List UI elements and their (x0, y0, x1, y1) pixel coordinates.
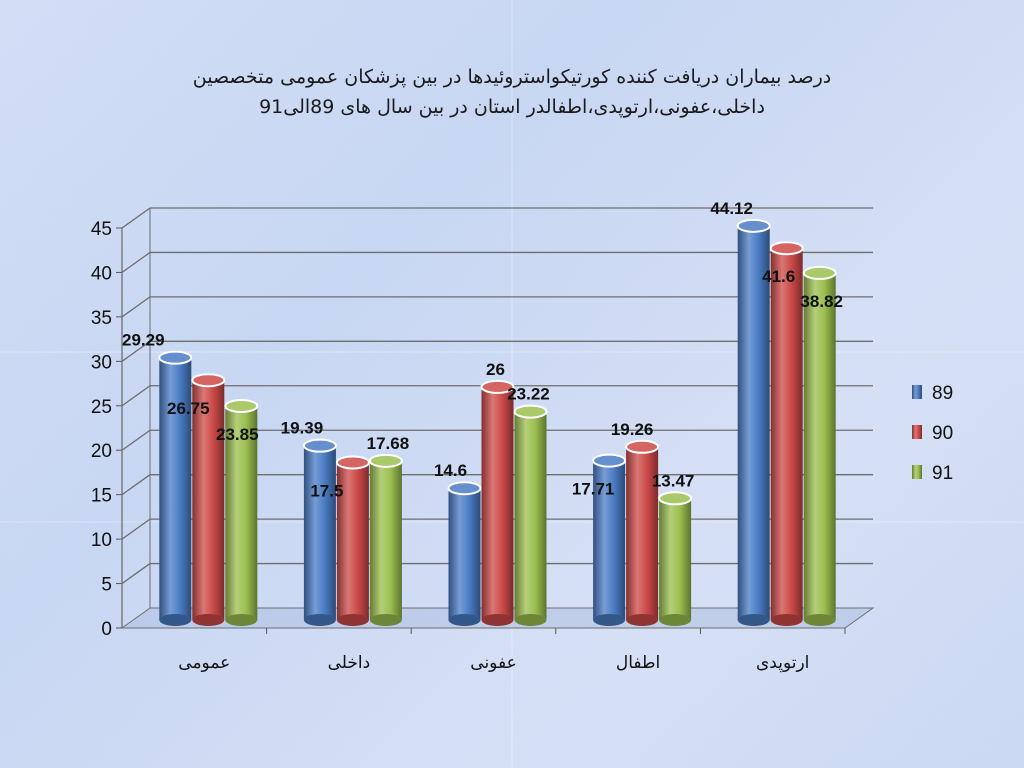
gridline-diagonal (121, 207, 151, 229)
gridline-diagonal (121, 296, 151, 318)
bar-91-0 (225, 406, 258, 620)
bar-top (480, 379, 515, 394)
bar-top (368, 453, 403, 468)
bar-91-1 (369, 460, 402, 620)
bar-90-1 (336, 462, 369, 620)
legend-swatch-91 (912, 465, 922, 479)
category-label: اطفال (616, 653, 660, 673)
bar-top (769, 241, 804, 256)
bar-89-2 (448, 488, 481, 620)
bar-base (514, 614, 547, 626)
gridline-diagonal (121, 251, 151, 273)
data-label: 13.47 (652, 471, 695, 490)
bar-90-2 (481, 386, 514, 620)
data-label: 23.85 (216, 425, 259, 444)
legend-label: 91 (932, 463, 953, 484)
bar-89-3 (593, 460, 626, 620)
chart-title: درصد بیماران دریافت کننده کورتیکواستروئی… (100, 62, 924, 122)
bar-base (626, 614, 659, 626)
bar-base (593, 614, 626, 626)
data-label: 23.22 (507, 385, 550, 404)
gridline-diagonal (121, 563, 151, 585)
category-label: عمومی (178, 653, 230, 673)
gridline-diagonal (121, 340, 151, 362)
legend-swatch-89 (912, 385, 922, 399)
gridline-diagonal (121, 518, 151, 540)
gridline-diagonal (121, 474, 151, 496)
bar-base (303, 614, 336, 626)
category-label: داخلی (328, 653, 371, 673)
y-tick-label: 10 (91, 530, 112, 551)
bar-top (802, 265, 837, 280)
data-label: 17.68 (367, 434, 410, 453)
bar-top (224, 399, 259, 413)
y-tick-label: 0 (101, 619, 112, 640)
category-label: ارتوپدی (756, 653, 809, 673)
bar-top (191, 373, 226, 388)
bar-89-1 (303, 445, 336, 620)
data-label: 29.29 (122, 331, 165, 350)
bar-base (448, 614, 481, 626)
y-tick-label: 25 (91, 397, 112, 418)
y-tick-label: 45 (91, 219, 112, 240)
y-tick-label: 5 (101, 575, 112, 596)
y-tick-label: 20 (91, 441, 112, 462)
gridline-diagonal (121, 385, 151, 407)
data-label: 19.39 (281, 419, 324, 438)
y-tick-label: 35 (91, 308, 112, 329)
bar-90-3 (626, 446, 659, 620)
legend-label: 90 (932, 423, 953, 444)
data-label: 41.6 (762, 267, 795, 286)
bar-91-3 (659, 498, 692, 620)
data-label: 44.12 (710, 199, 753, 218)
data-label: 14.6 (434, 461, 467, 480)
bar-90-4 (770, 248, 803, 620)
bar-base (192, 614, 225, 626)
data-label: 26 (486, 360, 505, 379)
bar-90-0 (192, 380, 225, 620)
legend-label: 89 (932, 383, 953, 404)
data-label: 38.82 (800, 292, 843, 311)
gridline-diagonal (121, 429, 151, 451)
bar-base (770, 614, 803, 626)
bar-89-0 (159, 357, 192, 620)
legend-swatch-90 (912, 425, 922, 439)
data-label: 26.75 (167, 399, 210, 418)
data-label: 17.71 (572, 480, 615, 499)
y-tick-label: 15 (91, 486, 112, 507)
data-label: 19.26 (611, 420, 654, 439)
bar-top (513, 404, 548, 419)
data-label: 17.5 (310, 481, 343, 500)
bar-base (659, 614, 692, 626)
bar-top (736, 218, 771, 233)
bar-top (447, 481, 482, 496)
bar-top (658, 491, 693, 506)
category-label: عفونی (470, 653, 516, 673)
bar-base (159, 614, 192, 626)
bar-top (625, 439, 660, 454)
chart-title-line-2: داخلی،عفونی،ارتوپدی،اطفالدر استان در بین… (259, 96, 765, 118)
bar-top (335, 455, 370, 470)
bar-base (336, 614, 369, 626)
y-tick-label: 40 (91, 263, 112, 284)
bar-91-2 (514, 411, 547, 620)
bar-base (225, 614, 258, 626)
bar-89-4 (737, 225, 770, 621)
bar-base (803, 614, 836, 626)
bar-base (481, 614, 514, 626)
y-tick-label: 30 (91, 352, 112, 373)
bar-base (737, 614, 770, 626)
bar-top (158, 350, 193, 365)
bar-91-4 (803, 272, 836, 620)
bar-base (369, 614, 402, 626)
bar-top (302, 438, 337, 453)
chart-title-line-1: درصد بیماران دریافت کننده کورتیکواستروئی… (192, 66, 832, 88)
bar-top (592, 453, 627, 468)
